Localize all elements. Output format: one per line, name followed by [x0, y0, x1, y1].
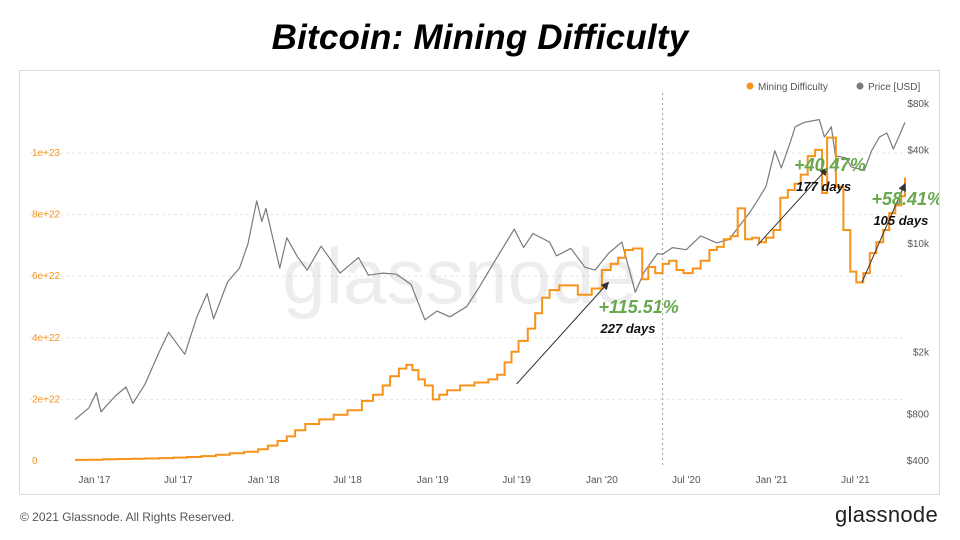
- left-tick-label: 4e+22: [32, 333, 61, 344]
- left-axis-ticks: 0 2e+22 4e+22 6e+22 8e+22 1e+23: [32, 148, 61, 467]
- annotation-arrow: [861, 182, 906, 283]
- right-tick-label: $10k: [907, 239, 930, 250]
- right-tick-label: $800: [907, 409, 930, 420]
- page-title: Bitcoin: Mining Difficulty: [271, 18, 689, 57]
- x-tick-label: Jan '21: [756, 475, 788, 486]
- x-tick-label: Jan '18: [248, 475, 280, 486]
- x-tick-label: Jul '21: [841, 475, 870, 486]
- left-tick-label: 1e+23: [32, 148, 61, 159]
- legend-dot: [746, 82, 754, 90]
- x-axis-ticks: Jan '17 Jul '17 Jan '18 Jul '18 Jan '19 Jul '…: [78, 475, 870, 486]
- x-tick-label: Jan '19: [417, 475, 449, 486]
- chart-watermark: glassnode: [282, 232, 638, 320]
- annotation-days: 227 days: [600, 321, 656, 336]
- right-tick-label: $400: [907, 456, 930, 467]
- right-tick-label: $40k: [907, 146, 930, 157]
- right-tick-label: $2k: [913, 348, 930, 359]
- difficulty-series-line: [75, 136, 906, 461]
- x-tick-label: Jul '20: [672, 475, 701, 486]
- x-tick-label: Jul '17: [164, 475, 193, 486]
- right-axis-ticks: $400 $800 $2k $10k $40k $80k: [907, 99, 930, 467]
- left-tick-label: 0: [32, 456, 38, 467]
- left-tick-label: 6e+22: [32, 271, 61, 282]
- annotation-arrow: [756, 167, 828, 246]
- annotation-days: 105 days: [873, 213, 928, 228]
- x-tick-label: Jul '18: [333, 475, 362, 486]
- chart-card: glassnode Jan '17 Jul '17 Jan '18 Jul '18 Ja…: [19, 70, 943, 495]
- glassnode-logo: glassnode: [835, 502, 938, 527]
- annotation-percent: +58.41%: [871, 189, 939, 209]
- chart-legend: Mining Difficulty Price [USD]: [746, 82, 920, 93]
- x-tick-label: Jan '20: [586, 475, 618, 486]
- copyright-text: © 2021 Glassnode. All Rights Reserved.: [20, 510, 235, 524]
- annotation-arrow: [516, 281, 610, 385]
- price-series-line: [74, 119, 906, 420]
- x-tick-label: Jan '17: [78, 475, 110, 486]
- legend-dot: [856, 82, 864, 90]
- right-tick-label: $80k: [907, 99, 930, 110]
- x-tick-label: Jul '19: [502, 475, 531, 486]
- chart-annotations: +115.51% 227 days +40.47% 177 days +58.41% 10…: [516, 155, 943, 385]
- legend-label: Price [USD]: [868, 82, 920, 93]
- annotation-percent: +40.47%: [794, 155, 866, 175]
- legend-label: Mining Difficulty: [758, 82, 828, 93]
- mining-difficulty-chart: glassnode Jan '17 Jul '17 Jan '18 Jul '18 Ja…: [30, 82, 943, 486]
- chart-grid: [30, 152, 905, 400]
- left-tick-label: 8e+22: [32, 210, 61, 221]
- annotation-percent: +115.51%: [599, 297, 679, 317]
- annotation-days: 177 days: [796, 179, 851, 194]
- left-tick-label: 2e+22: [32, 394, 61, 405]
